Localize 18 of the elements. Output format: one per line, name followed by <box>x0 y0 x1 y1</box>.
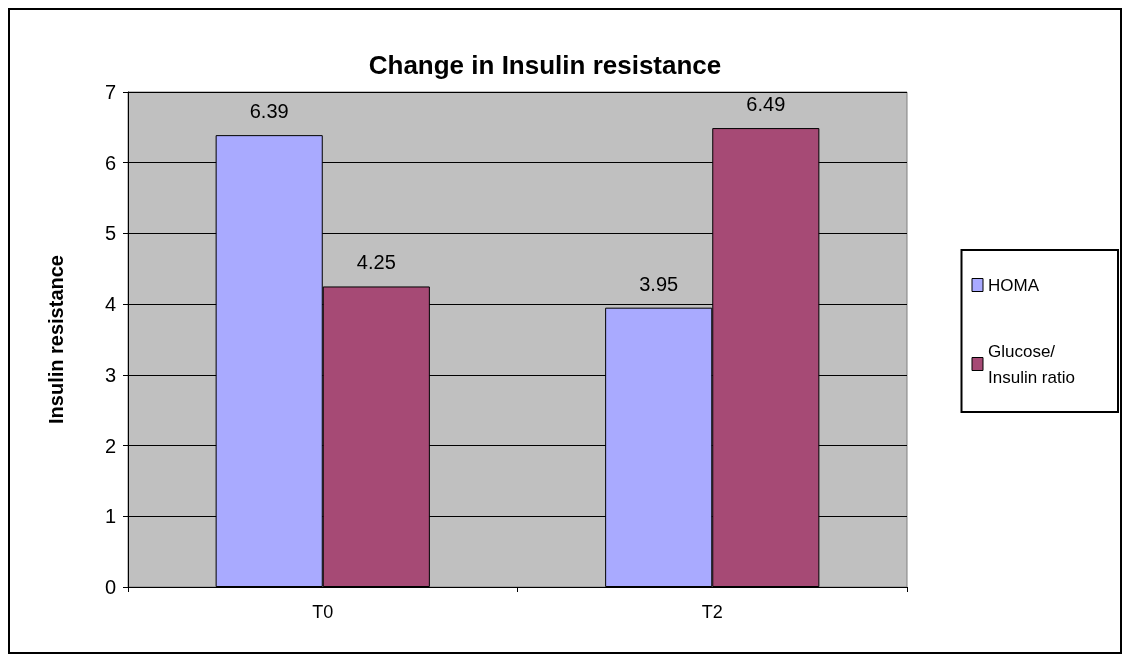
y-axis-title: Insulin resistance <box>45 255 67 424</box>
legend-label: Glucose/ Insulin ratio <box>988 341 1075 387</box>
legend-label: HOMA <box>988 275 1040 295</box>
y-tick-label: 3 <box>104 363 116 386</box>
y-tick-label: 6 <box>104 151 116 174</box>
data-label: 6.39 <box>249 100 289 123</box>
chart-title: Change in Insulin resistance <box>368 50 722 80</box>
y-tick-label: 0 <box>104 576 116 598</box>
x-tick-label: T0 <box>312 602 334 622</box>
y-tick-label: 2 <box>104 434 116 457</box>
y-tick-label: 5 <box>104 222 116 245</box>
y-tick-label: 4 <box>104 293 116 316</box>
data-label: 4.25 <box>356 251 396 274</box>
x-tick-label: T2 <box>701 602 723 622</box>
y-tick-label: 1 <box>104 505 116 528</box>
y-tick-label: 7 <box>104 81 116 103</box>
data-label: 3.95 <box>639 272 679 295</box>
data-label: 6.49 <box>746 93 786 116</box>
